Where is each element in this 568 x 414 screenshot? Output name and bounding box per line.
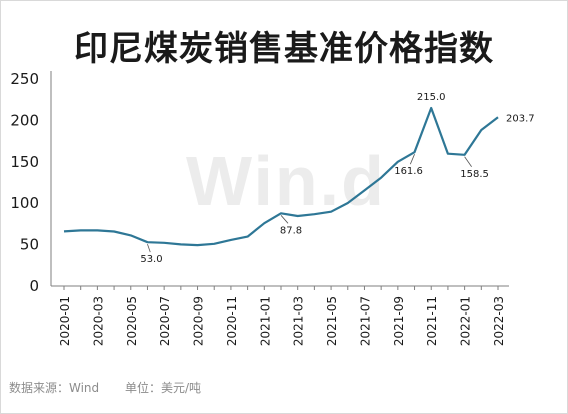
x-tick-label: 2022-01 (459, 296, 473, 346)
x-tick-label: 2021-11 (425, 296, 439, 346)
x-tick-label: 2021-05 (325, 296, 339, 346)
y-tick-label: 200 (10, 111, 39, 129)
unit-note: 单位：美元/吨 (125, 381, 202, 395)
annotation-leader (280, 215, 289, 224)
x-tick-label: 2020-07 (158, 296, 172, 346)
data-label: 158.5 (460, 169, 489, 180)
x-tick-label: 2020-05 (125, 296, 139, 346)
x-tick-label: 2020-09 (192, 296, 206, 346)
x-tick-label: 2021-01 (258, 296, 272, 346)
y-tick-label: 100 (10, 194, 39, 212)
data-label: 87.8 (280, 225, 302, 236)
data-label: 203.7 (506, 113, 535, 124)
chart-footer: 数据来源：Wind 单位：美元/吨 (9, 379, 223, 396)
y-tick-label: 250 (10, 70, 39, 88)
y-tick-label: 50 (20, 236, 39, 254)
x-tick-label: 2021-09 (392, 296, 406, 346)
x-tick-label: 2022-03 (492, 296, 506, 346)
watermark: Win.d (186, 142, 386, 220)
data-label: 215.0 (417, 92, 446, 103)
x-tick-label: 2021-03 (292, 296, 306, 346)
data-label: 161.6 (394, 166, 423, 177)
x-tick-label: 2020-03 (91, 296, 105, 346)
y-tick-label: 0 (29, 277, 39, 295)
y-tick-label: 150 (10, 153, 39, 171)
x-tick-label: 2021-07 (358, 296, 372, 346)
annotation-leader (409, 154, 415, 165)
x-tick-label: 2020-01 (58, 296, 72, 346)
source-note: 数据来源：Wind (9, 381, 100, 395)
x-tick-label: 2020-11 (225, 296, 239, 346)
annotation-leader (147, 243, 151, 253)
chart-title: 印尼煤炭销售基准价格指数 (74, 29, 494, 69)
annotation-leader (464, 156, 472, 167)
data-label: 53.0 (140, 254, 162, 265)
